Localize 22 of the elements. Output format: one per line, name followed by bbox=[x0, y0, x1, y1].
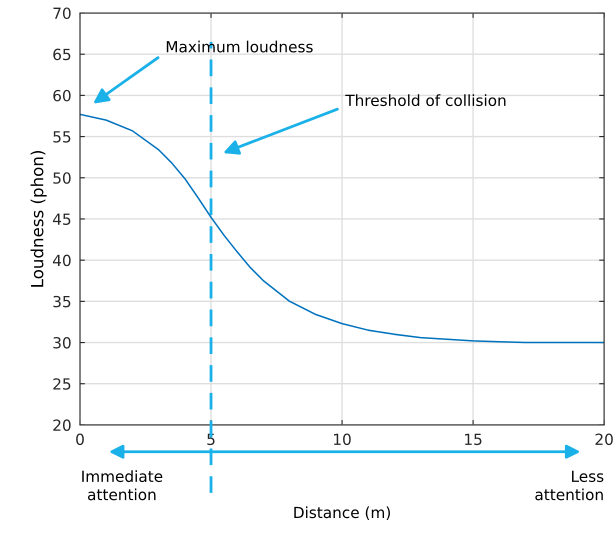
y-tick-label: 50 bbox=[53, 172, 71, 184]
line-series bbox=[80, 114, 604, 344]
x-axis-title: Distance (m) bbox=[294, 506, 390, 520]
y-tick-label: 70 bbox=[53, 7, 71, 20]
y-tick-label: 25 bbox=[53, 378, 70, 390]
x-tick-label: 20 bbox=[596, 434, 613, 446]
x-tick-label: 15 bbox=[465, 434, 482, 446]
text: Immediate attention bbox=[82, 470, 162, 500]
y-axis-title: Loudness (phon) bbox=[30, 151, 47, 287]
y-tick-label: 35 bbox=[53, 296, 70, 308]
text: Less attention bbox=[535, 470, 604, 500]
y-tick-label: 45 bbox=[52, 214, 70, 225]
annotation: Maximum loudness bbox=[166, 40, 313, 53]
y-tick-label: 60 bbox=[53, 90, 71, 102]
annotation: Threshold of collision bbox=[345, 94, 506, 106]
y-tick-label: 65 bbox=[53, 48, 70, 60]
x-tick-label: 10 bbox=[334, 434, 351, 446]
y-tick-label: 20 bbox=[53, 419, 71, 431]
x-tick-label: 0 bbox=[76, 434, 84, 446]
y-tick-label: 30 bbox=[53, 337, 71, 349]
y-tick-label: 55 bbox=[53, 131, 70, 143]
y-tick-label: 40 bbox=[52, 254, 71, 266]
